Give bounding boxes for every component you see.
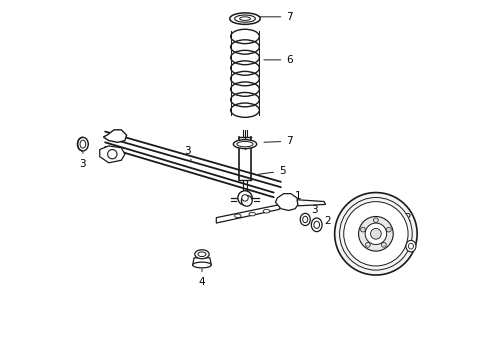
Circle shape bbox=[343, 202, 408, 266]
Circle shape bbox=[361, 227, 366, 232]
Circle shape bbox=[335, 193, 417, 275]
Circle shape bbox=[108, 149, 117, 159]
Polygon shape bbox=[216, 205, 281, 223]
Ellipse shape bbox=[311, 218, 322, 231]
Circle shape bbox=[359, 216, 393, 251]
Circle shape bbox=[238, 191, 252, 205]
Ellipse shape bbox=[80, 140, 86, 148]
Polygon shape bbox=[103, 130, 126, 142]
Text: 4: 4 bbox=[198, 269, 205, 287]
Circle shape bbox=[370, 229, 381, 239]
Ellipse shape bbox=[198, 252, 206, 257]
Polygon shape bbox=[100, 146, 125, 163]
Ellipse shape bbox=[406, 240, 416, 252]
Text: 1: 1 bbox=[287, 191, 301, 203]
Circle shape bbox=[387, 227, 391, 232]
Ellipse shape bbox=[409, 243, 414, 249]
Text: 3: 3 bbox=[79, 152, 86, 169]
Ellipse shape bbox=[249, 212, 255, 216]
Ellipse shape bbox=[235, 15, 255, 22]
Text: 3: 3 bbox=[307, 206, 318, 218]
Text: 5: 5 bbox=[259, 166, 286, 176]
Polygon shape bbox=[275, 194, 299, 211]
Ellipse shape bbox=[193, 262, 211, 268]
Ellipse shape bbox=[235, 214, 241, 218]
Ellipse shape bbox=[195, 250, 209, 259]
Circle shape bbox=[242, 195, 252, 206]
Ellipse shape bbox=[240, 17, 250, 21]
Polygon shape bbox=[193, 258, 211, 265]
Circle shape bbox=[242, 195, 248, 201]
Text: 3: 3 bbox=[184, 146, 191, 160]
Circle shape bbox=[382, 242, 386, 247]
Ellipse shape bbox=[303, 216, 308, 223]
Polygon shape bbox=[297, 200, 326, 206]
Circle shape bbox=[366, 242, 370, 247]
Text: 7: 7 bbox=[264, 136, 293, 146]
Text: 6: 6 bbox=[264, 55, 293, 65]
Ellipse shape bbox=[230, 13, 260, 24]
Circle shape bbox=[373, 218, 378, 222]
Ellipse shape bbox=[77, 137, 88, 151]
Text: 7: 7 bbox=[259, 12, 293, 22]
Ellipse shape bbox=[233, 140, 257, 149]
Ellipse shape bbox=[300, 213, 310, 226]
Ellipse shape bbox=[237, 141, 253, 147]
Text: 2: 2 bbox=[398, 213, 411, 225]
Text: 2: 2 bbox=[318, 216, 331, 226]
Ellipse shape bbox=[314, 221, 319, 228]
Ellipse shape bbox=[263, 210, 270, 213]
Circle shape bbox=[365, 223, 387, 244]
Circle shape bbox=[340, 198, 412, 270]
